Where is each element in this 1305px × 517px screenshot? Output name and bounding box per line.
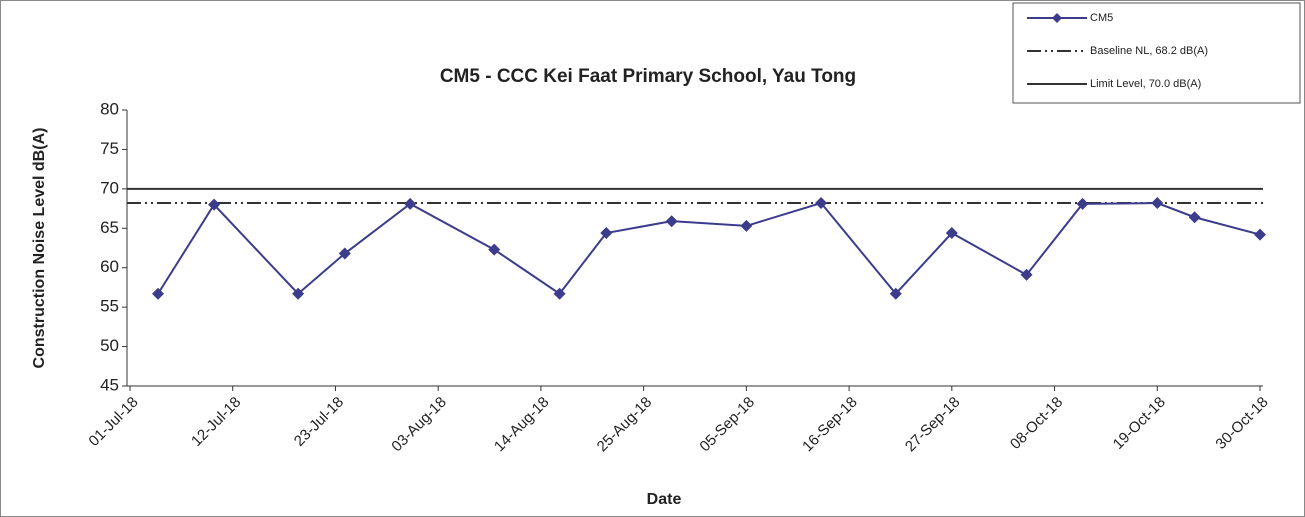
data-point [404, 197, 417, 210]
y-tick-label: 65 [100, 218, 119, 237]
y-tick-label: 55 [100, 297, 119, 316]
data-point [740, 219, 753, 232]
data-point [600, 227, 613, 240]
y-tick-label: 60 [100, 257, 119, 276]
data-point [815, 197, 828, 210]
data-point [152, 287, 165, 300]
data-point [1076, 197, 1089, 210]
data-point [889, 287, 902, 300]
y-tick-label: 75 [100, 139, 119, 158]
y-tick-label: 80 [100, 99, 119, 118]
data-point [208, 198, 221, 211]
legend-label: Baseline NL, 68.2 dB(A) [1090, 45, 1208, 57]
data-point [488, 243, 501, 256]
y-tick-label: 70 [100, 178, 119, 197]
data-point [292, 287, 305, 300]
data-point [1188, 211, 1201, 224]
legend-marker [1052, 13, 1062, 23]
legend-label: Limit Level, 70.0 dB(A) [1090, 78, 1201, 90]
y-tick-label: 45 [100, 375, 119, 394]
data-point [665, 215, 678, 228]
y-axis-label: Construction Noise Level dB(A) [31, 128, 48, 369]
data-point [945, 227, 958, 240]
data-point [1020, 268, 1033, 281]
data-point [1151, 197, 1164, 210]
legend-box [1012, 2, 1301, 104]
data-point [338, 247, 351, 260]
y-tick-label: 50 [100, 336, 119, 355]
series-line [157, 201, 1261, 296]
data-point [553, 287, 566, 300]
chart-title: CM5 - CCC Kei Faat Primary School, Yau T… [440, 66, 856, 87]
legend-label: CM5 [1090, 12, 1113, 24]
data-point [1254, 228, 1266, 241]
x-axis-label: Date [647, 491, 682, 508]
